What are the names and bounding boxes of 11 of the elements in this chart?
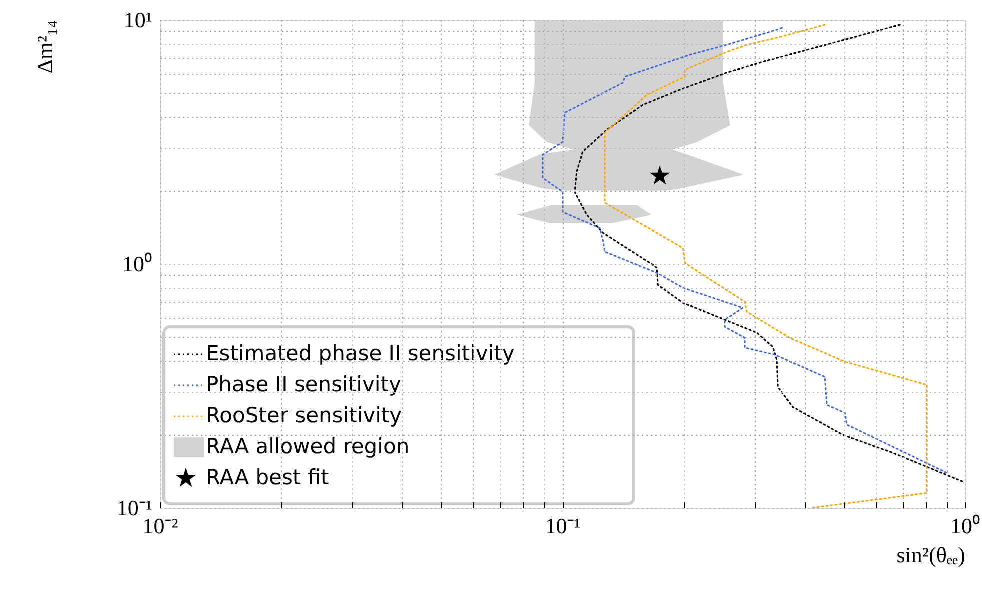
legend-label: RAA best fit: [206, 466, 330, 490]
x-tick-label: 10⁻¹: [545, 514, 581, 538]
y-tick-label: 10⁰: [122, 252, 152, 276]
x-tick-label: 10⁰: [950, 514, 980, 538]
legend-label: RooSter sensitivity: [206, 404, 402, 428]
legend-label: RAA allowed region: [206, 434, 410, 458]
y-tick-label: 10¹: [124, 8, 152, 32]
legend-label: Phase II sensitivity: [206, 372, 402, 396]
legend-label: Estimated phase II sensitivity: [206, 342, 515, 366]
y-axis-title: Δm²₁₄: [32, 20, 58, 74]
x-axis-title: sin²(θₑₑ): [896, 542, 966, 568]
